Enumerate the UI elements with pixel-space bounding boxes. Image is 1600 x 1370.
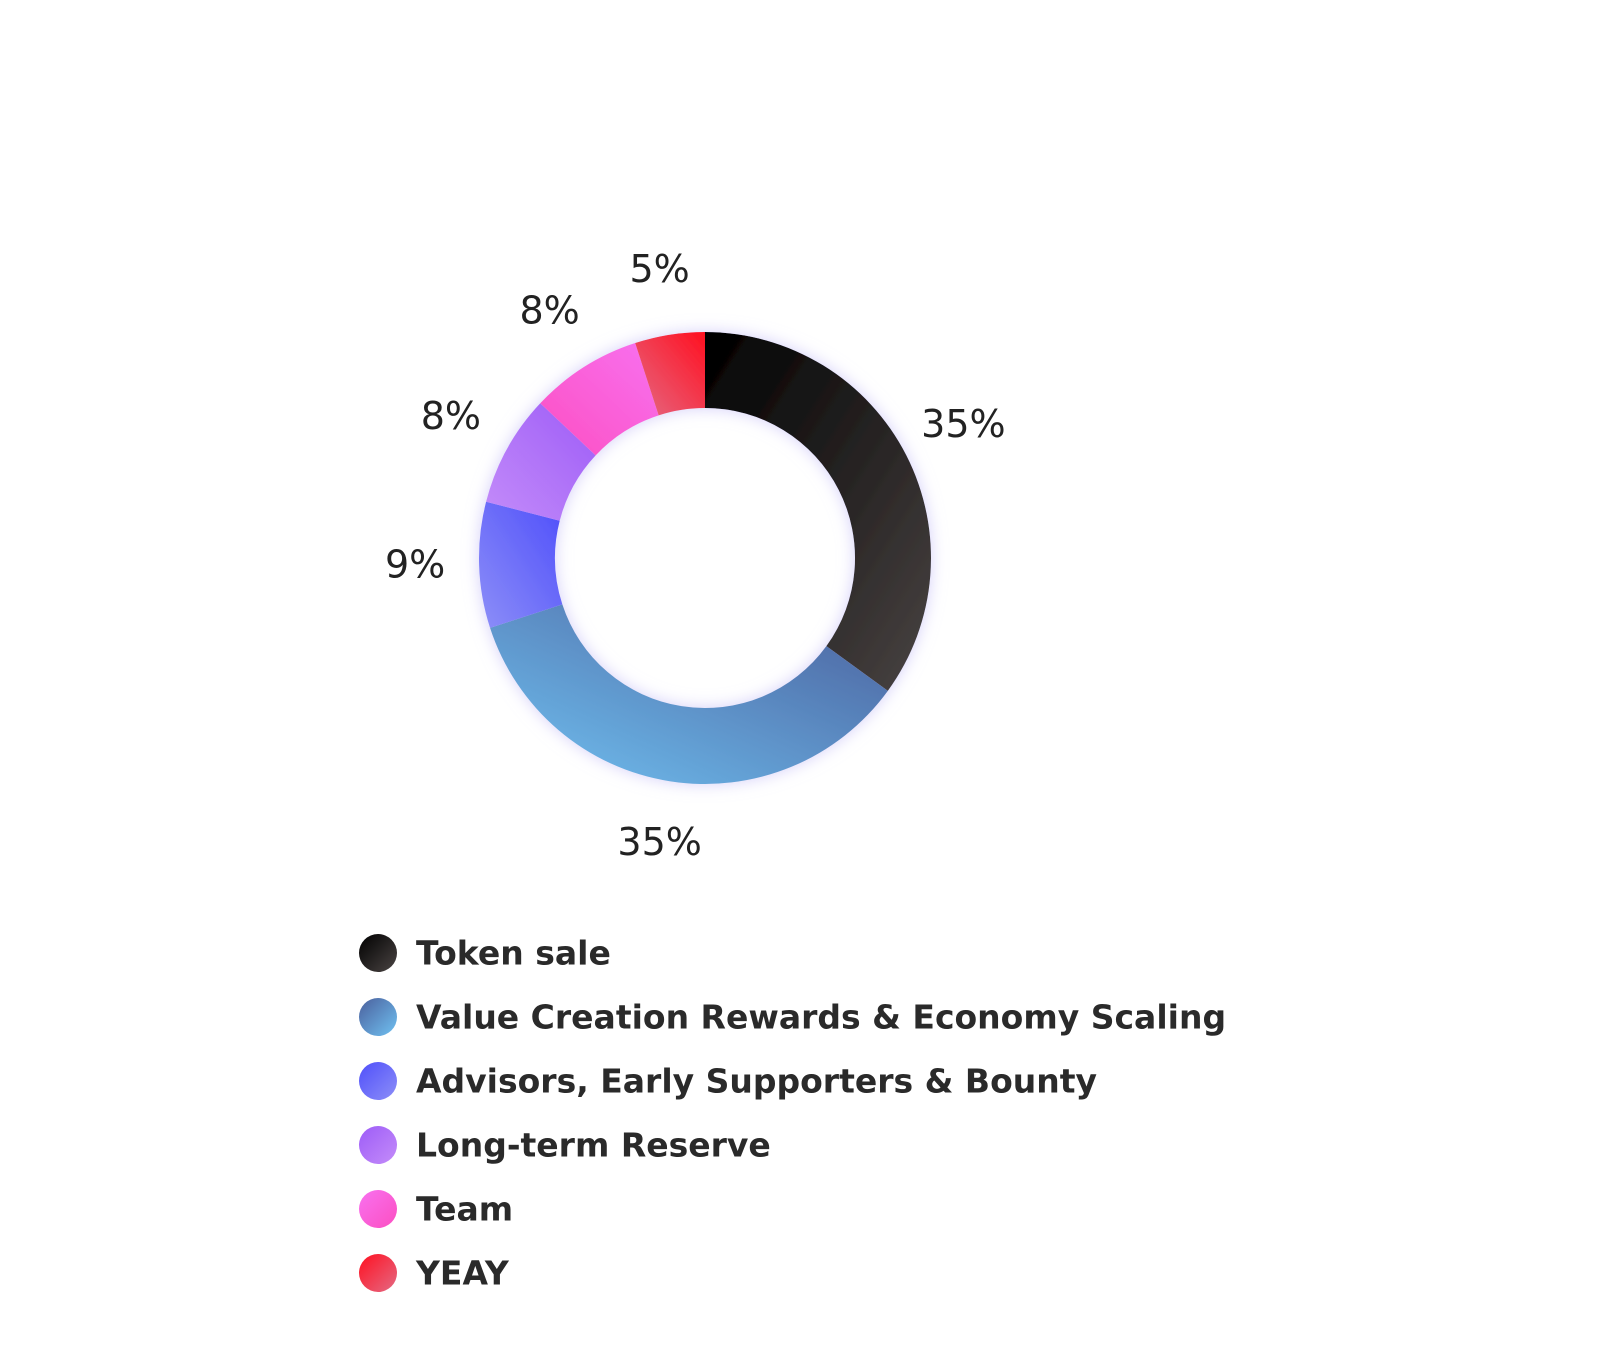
legend-swatch [359,1254,397,1292]
donut-slice [705,332,931,691]
legend-label: Token sale [416,934,611,973]
legend-label: Long-term Reserve [416,1126,771,1165]
slice-labels: 35% 35% 9% 8% 8% 5% [385,247,1006,864]
legend-swatch [359,934,397,972]
legend: Token sale Value Creation Rewards & Econo… [359,934,1226,1293]
donut-slice [540,343,659,456]
legend-swatch [359,1126,397,1164]
donut-slice [486,403,596,521]
slice-label: 8% [519,289,579,333]
legend-swatch [359,998,397,1036]
legend-swatch [359,1062,397,1100]
legend-label: Team [416,1190,513,1229]
legend-swatch [359,1190,397,1228]
slice-label: 35% [921,402,1005,446]
donut-slice [479,501,563,628]
slice-label: 8% [421,394,481,438]
slice-label: 5% [629,247,689,291]
legend-label: YEAY [415,1254,510,1293]
slice-label: 35% [617,820,701,864]
donut [479,332,931,784]
legend-label: Value Creation Rewards & Economy Scaling [416,998,1226,1037]
legend-label: Advisors, Early Supporters & Bounty [416,1062,1097,1101]
donut-slice [490,604,888,784]
slice-label: 9% [385,543,445,587]
donut-slice [635,332,705,416]
